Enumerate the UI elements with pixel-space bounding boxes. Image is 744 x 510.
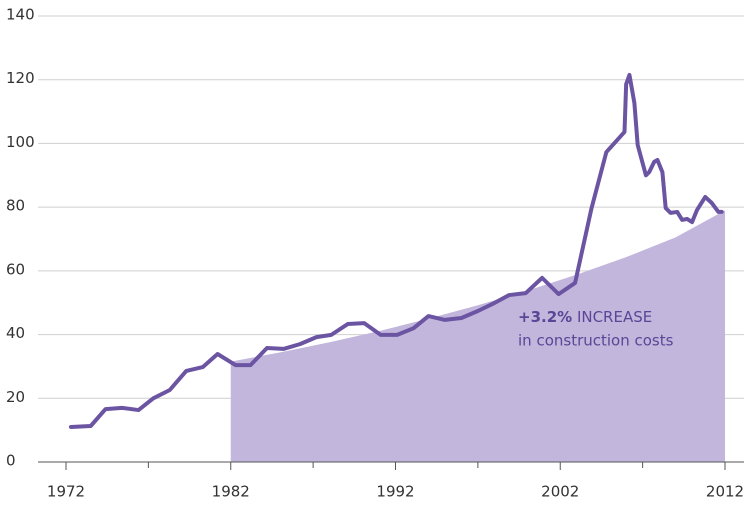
line xyxy=(68,72,724,429)
trend-area xyxy=(230,210,725,462)
x-tick-label: 1972 xyxy=(47,483,85,501)
x-tick-label: 2002 xyxy=(541,483,579,501)
annotation-highlight: +3.2% xyxy=(518,308,572,326)
y-tick-label: 100 xyxy=(6,133,35,151)
x-tick-label: 1982 xyxy=(212,483,250,501)
y-tick-label: 20 xyxy=(6,388,25,406)
y-tick-label: 40 xyxy=(6,324,25,342)
annotation-text: INCREASE xyxy=(572,308,652,326)
annotation-line2: in construction costs xyxy=(518,332,674,350)
y-tick-label: 80 xyxy=(6,197,25,215)
y-tick-label: 60 xyxy=(6,260,25,278)
x-tick-label: 1992 xyxy=(376,483,414,501)
y-tick-label: 140 xyxy=(6,6,35,24)
annotation: +3.2% INCREASE xyxy=(518,308,652,326)
y-tick-label: 0 xyxy=(6,452,16,470)
x-tick-label: 2012 xyxy=(706,483,744,501)
y-tick-label: 120 xyxy=(6,69,35,87)
